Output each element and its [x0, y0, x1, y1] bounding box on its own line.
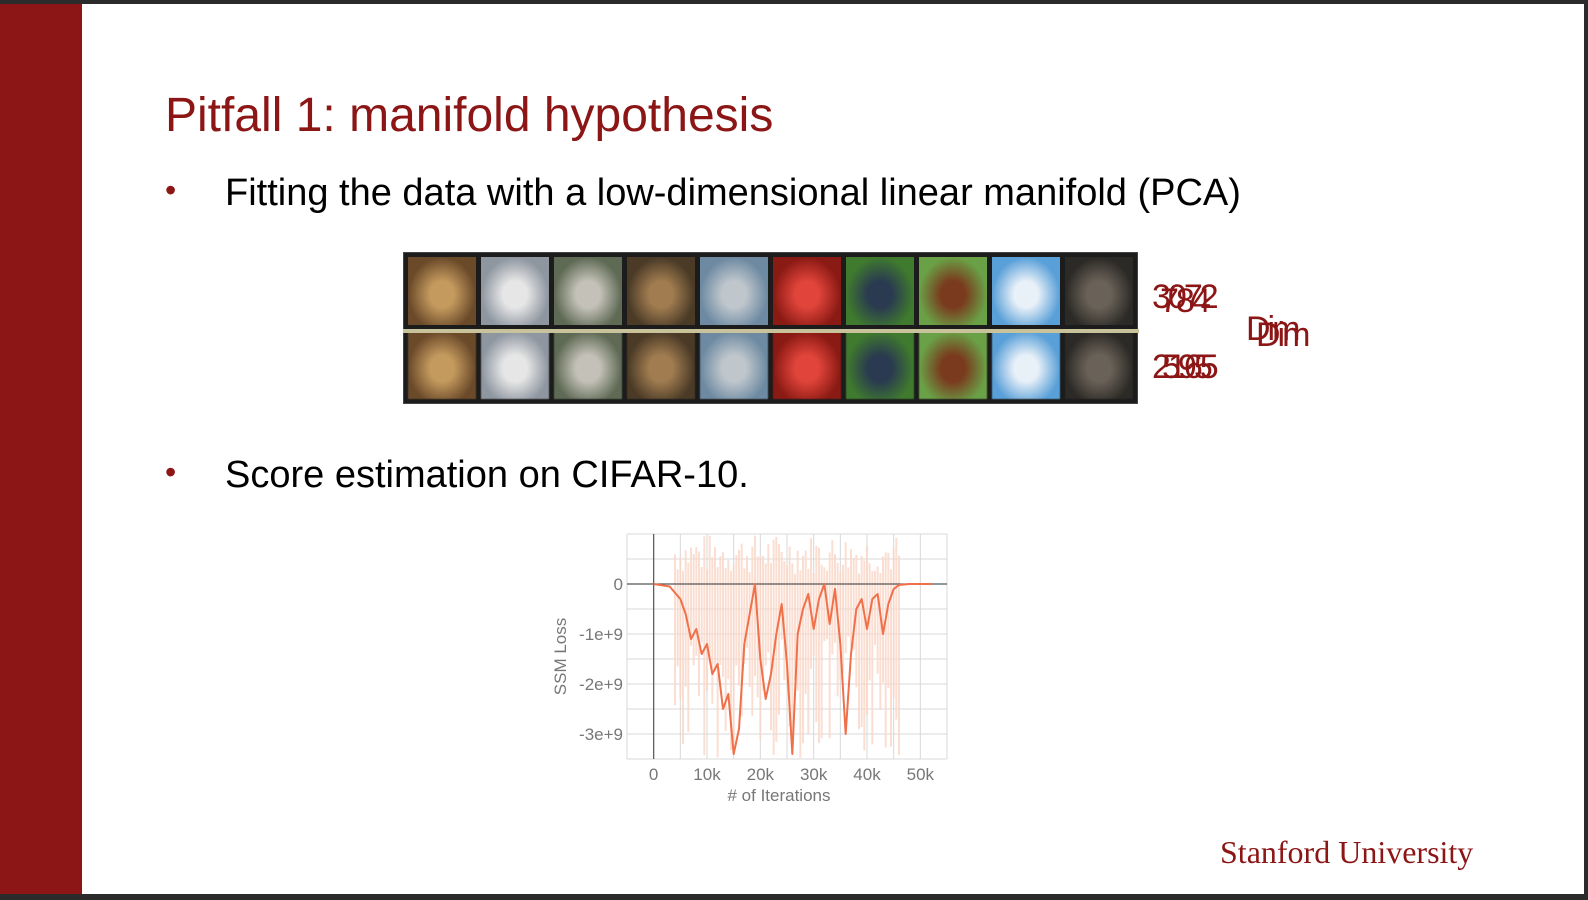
deer-thumbnail-original [554, 257, 622, 325]
x-tick-label: 20k [747, 765, 775, 784]
left-accent-bar [0, 4, 82, 894]
x-tick-label: 0 [649, 765, 658, 784]
x-tick-label: 10k [693, 765, 721, 784]
car-thumbnail-original [700, 257, 768, 325]
bird-thumbnail-reconstructed [846, 331, 914, 399]
y-tick-label: 0 [614, 575, 623, 594]
row-separator-line [403, 329, 1139, 333]
y-axis-label: SSM Loss [551, 618, 570, 695]
ship-thumbnail-reconstructed [992, 331, 1060, 399]
ship-thumbnail-original [992, 257, 1060, 325]
truck-thumbnail-original [481, 257, 549, 325]
bullet-marker: • [165, 454, 177, 490]
red-car-thumbnail-reconstructed [773, 331, 841, 399]
red-car-thumbnail-original [773, 257, 841, 325]
stanford-logo-text: Stanford University [1220, 834, 1474, 870]
cat-thumbnail-reconstructed [1065, 331, 1133, 399]
horse-thumbnail-original [919, 257, 987, 325]
y-tick-label: -1e+9 [579, 625, 623, 644]
x-tick-label: 50k [907, 765, 935, 784]
x-tick-label: 40k [853, 765, 881, 784]
bird-thumbnail-original [846, 257, 914, 325]
y-tick-label: -2e+9 [579, 675, 623, 694]
dim-top-a: 3072 [1152, 278, 1219, 316]
frog-thumbnail-original [408, 257, 476, 325]
car-thumbnail-reconstructed [700, 331, 768, 399]
cifar-image-strip [403, 252, 1138, 404]
dim-bottom-b: 595 [1162, 348, 1213, 386]
y-tick-label: -3e+9 [579, 725, 623, 744]
deer-thumbnail-reconstructed [554, 331, 622, 399]
dog-thumbnail-original [627, 257, 695, 325]
cat-thumbnail-original [1065, 257, 1133, 325]
truck-thumbnail-reconstructed [481, 331, 549, 399]
bullet-marker: • [165, 172, 177, 208]
x-tick-label: 30k [800, 765, 828, 784]
ssm-loss-chart: 0 10k 20k 30k 40k 50k 0 -1e+9 -2e+9 -3e+9 # of Ite… [551, 533, 948, 805]
slide: Pitfall 1: manifold hypothesis • Fitting… [0, 4, 1584, 894]
x-axis-label: # of Iterations [727, 786, 830, 805]
dim-bottom-a: 2165 [1152, 348, 1219, 386]
dim-label-b: Dim [1256, 316, 1310, 354]
dog-thumbnail-reconstructed [627, 331, 695, 399]
horse-thumbnail-reconstructed [919, 331, 987, 399]
dim-top-b: 784 [1160, 282, 1211, 320]
loss-series-line [653, 583, 931, 755]
frog-thumbnail-reconstructed [408, 331, 476, 399]
bullet-text: Fitting the data with a low-dimensional … [225, 172, 1241, 214]
bullet-text: Score estimation on CIFAR-10. [225, 454, 749, 496]
dim-label-a: Dim [1246, 310, 1300, 348]
slide-title: Pitfall 1: manifold hypothesis [165, 89, 774, 142]
